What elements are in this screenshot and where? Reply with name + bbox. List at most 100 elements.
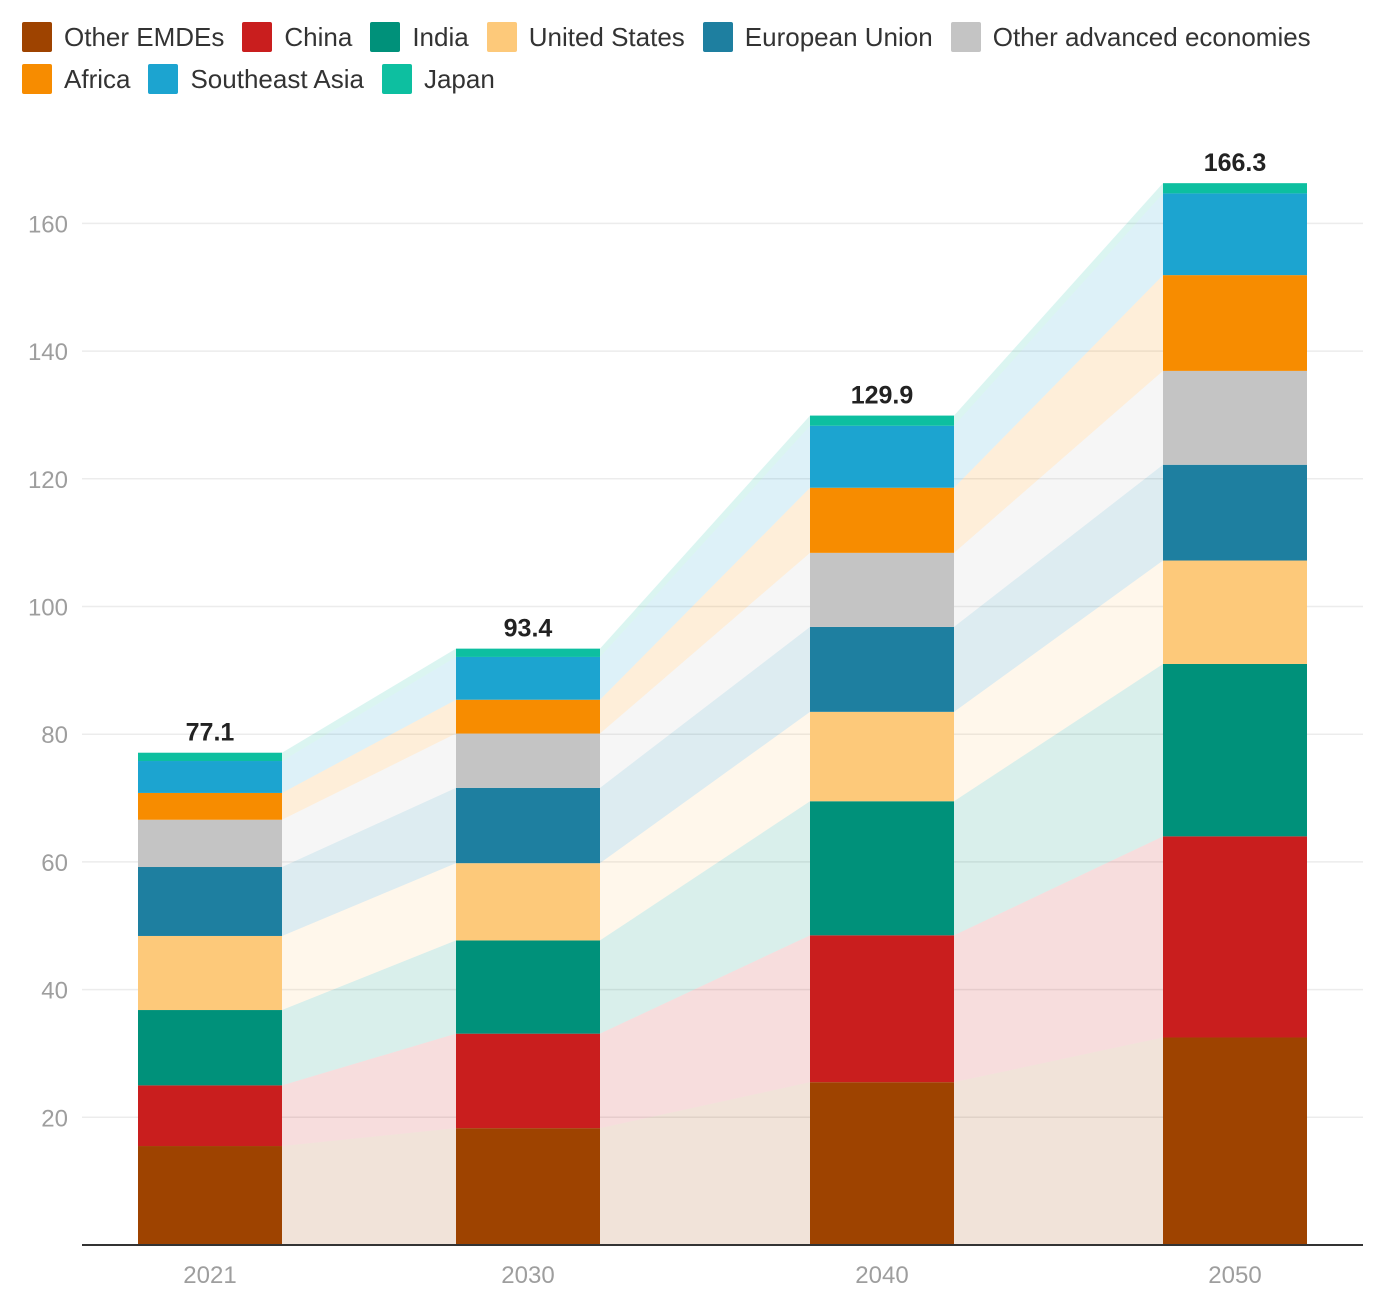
legend-label: Other EMDEs	[64, 21, 225, 52]
legend-label: United States	[528, 21, 685, 52]
gridlines	[82, 222, 1363, 1119]
bar-other-advanced-economies-2030	[456, 733, 600, 788]
bar-japan-2021	[138, 752, 282, 762]
band-india	[600, 801, 810, 1034]
band-other-emdes	[282, 1128, 456, 1245]
bar-southeast-asia-2030	[456, 656, 600, 700]
legend-swatch	[22, 64, 52, 94]
band-china	[600, 935, 810, 1129]
legend-item-japan: Japan	[381, 63, 495, 94]
legend-label: Southeast Asia	[190, 63, 364, 94]
y-tick-label: 160	[28, 211, 68, 238]
connector-bands	[282, 183, 1163, 1245]
band-southeast-asia	[282, 656, 456, 793]
bar-china-2021	[138, 1085, 282, 1147]
band-southeast-asia	[600, 425, 810, 700]
legend-item-india: India	[370, 21, 469, 52]
bar-india-2040	[810, 801, 954, 936]
bar-united-states-2040	[810, 711, 954, 802]
bar-southeast-asia-2021	[138, 761, 282, 793]
y-tick-label: 20	[41, 1105, 68, 1132]
band-africa	[282, 699, 456, 820]
y-tick-label: 80	[41, 722, 68, 749]
legend-item-other-advanced-economies: Other advanced economies	[950, 21, 1311, 52]
band-other-emdes	[954, 1037, 1163, 1245]
legend-swatch	[148, 64, 179, 94]
bar-china-2030	[456, 1033, 600, 1129]
legend-label: Japan	[423, 63, 495, 94]
x-tick-label: 2050	[1208, 1262, 1261, 1289]
legend-label: China	[284, 21, 353, 52]
legend-swatch	[381, 64, 412, 94]
band-other-emdes	[600, 1082, 810, 1245]
bar-other-emdes-2021	[138, 1146, 282, 1245]
bar-other-advanced-economies-2021	[138, 819, 282, 868]
bar-european-union-2030	[456, 787, 600, 864]
band-japan	[282, 648, 456, 762]
legend-swatch	[242, 22, 273, 52]
y-tick-label: 120	[28, 467, 68, 494]
bar-africa-2050	[1163, 275, 1307, 371]
total-label: 93.4	[504, 615, 553, 643]
band-european-union	[282, 787, 456, 936]
legend-item-china: China	[242, 22, 352, 52]
band-united-states	[282, 863, 456, 1011]
x-tick-label: 2040	[855, 1262, 908, 1289]
legend-swatch	[702, 22, 733, 52]
bar-africa-2040	[810, 487, 954, 553]
bar-china-2050	[1163, 836, 1307, 1038]
legend-swatch	[370, 22, 401, 52]
bar-africa-2030	[456, 699, 600, 734]
band-other-advanced-economies	[282, 733, 456, 868]
bar-japan-2040	[810, 415, 954, 426]
band-china	[954, 836, 1163, 1083]
legend-label: Africa	[64, 63, 131, 94]
total-label: 77.1	[186, 719, 235, 747]
legend-label: India	[412, 21, 469, 52]
y-tick-label: 40	[41, 978, 68, 1005]
legend: Other EMDEs China India United States Europe…	[22, 22, 1372, 94]
x-tick-label: 2021	[183, 1262, 236, 1289]
band-other-advanced-economies	[600, 552, 810, 788]
bar-japan-2030	[456, 648, 600, 657]
legend-item-other-emdes: Other EMDEs	[22, 22, 224, 52]
legend-label: Other advanced economies	[992, 21, 1311, 52]
band-other-advanced-economies	[954, 370, 1163, 627]
total-label: 129.9	[851, 382, 914, 410]
bar-africa-2021	[138, 792, 282, 820]
legend-item-european-union: European Union	[702, 21, 933, 52]
bar-southeast-asia-2050	[1163, 193, 1307, 276]
bar-united-states-2050	[1163, 560, 1307, 664]
legend-item-southeast-asia: Southeast Asia	[148, 63, 364, 94]
bar-other-emdes-2030	[456, 1128, 600, 1245]
band-china	[282, 1033, 456, 1147]
y-tick-label: 140	[28, 339, 68, 366]
legend-label: European Union	[744, 21, 933, 52]
band-european-union	[954, 464, 1163, 712]
band-india	[282, 940, 456, 1086]
band-united-states	[954, 560, 1163, 802]
band-united-states	[600, 711, 810, 941]
legend-swatch	[950, 22, 981, 52]
x-tick-label: 2030	[501, 1262, 554, 1289]
bar-united-states-2030	[456, 863, 600, 941]
y-tick-label: 60	[41, 850, 68, 877]
band-southeast-asia	[954, 193, 1163, 488]
bar-japan-2050	[1163, 183, 1307, 194]
bar-other-emdes-2040	[810, 1082, 954, 1245]
bar-european-union-2021	[138, 867, 282, 936]
bar-other-advanced-economies-2050	[1163, 370, 1307, 465]
bar-european-union-2040	[810, 626, 954, 712]
bar-china-2040	[810, 935, 954, 1083]
bar-india-2030	[456, 940, 600, 1034]
bar-other-advanced-economies-2040	[810, 552, 954, 627]
y-tick-label: 100	[28, 595, 68, 622]
band-africa	[954, 275, 1163, 553]
legend-swatch	[486, 22, 517, 52]
band-japan	[954, 183, 1163, 426]
total-label: 166.3	[1204, 149, 1267, 177]
bar-other-emdes-2050	[1163, 1037, 1307, 1245]
bar-india-2021	[138, 1010, 282, 1086]
band-japan	[600, 415, 810, 657]
